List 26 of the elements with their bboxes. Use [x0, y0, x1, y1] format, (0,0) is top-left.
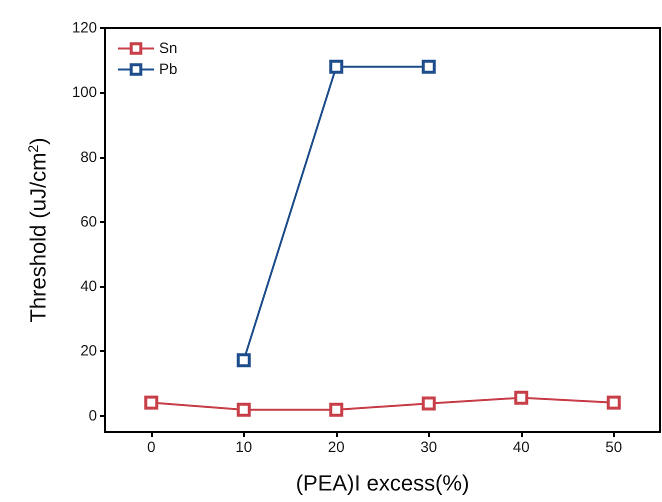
- point: [422, 396, 436, 411]
- point: [236, 353, 251, 368]
- point: [144, 396, 158, 410]
- x-tick-label: 20: [328, 439, 345, 456]
- point: [606, 396, 621, 410]
- x-tick-label: 40: [512, 439, 530, 456]
- x-tick-label: 30: [420, 439, 438, 456]
- y-tick-label: 40: [80, 278, 97, 296]
- point: [329, 402, 344, 417]
- y-tick-label: 100: [72, 84, 97, 102]
- y-tick-label: 0: [88, 407, 97, 424]
- point: [422, 60, 436, 74]
- legend-label: Sn: [159, 40, 178, 57]
- legend-label: Pb: [159, 61, 178, 78]
- point: [514, 390, 528, 405]
- y-tick-label: 20: [80, 342, 97, 360]
- x-tick-label: 50: [605, 439, 622, 456]
- point: [236, 402, 251, 417]
- y-tick-label: 120: [72, 20, 97, 36]
- x-tick-label: 0: [147, 439, 156, 456]
- y-tick-label: 60: [80, 213, 97, 230]
- point: [329, 60, 344, 74]
- x-tick-label: 10: [235, 439, 252, 456]
- y-axis-title: Threshold (uJ/cm2): [25, 137, 50, 323]
- y-tick-label: 80: [80, 148, 97, 166]
- x-axis-title: (PEA)I excess(%): [296, 470, 470, 496]
